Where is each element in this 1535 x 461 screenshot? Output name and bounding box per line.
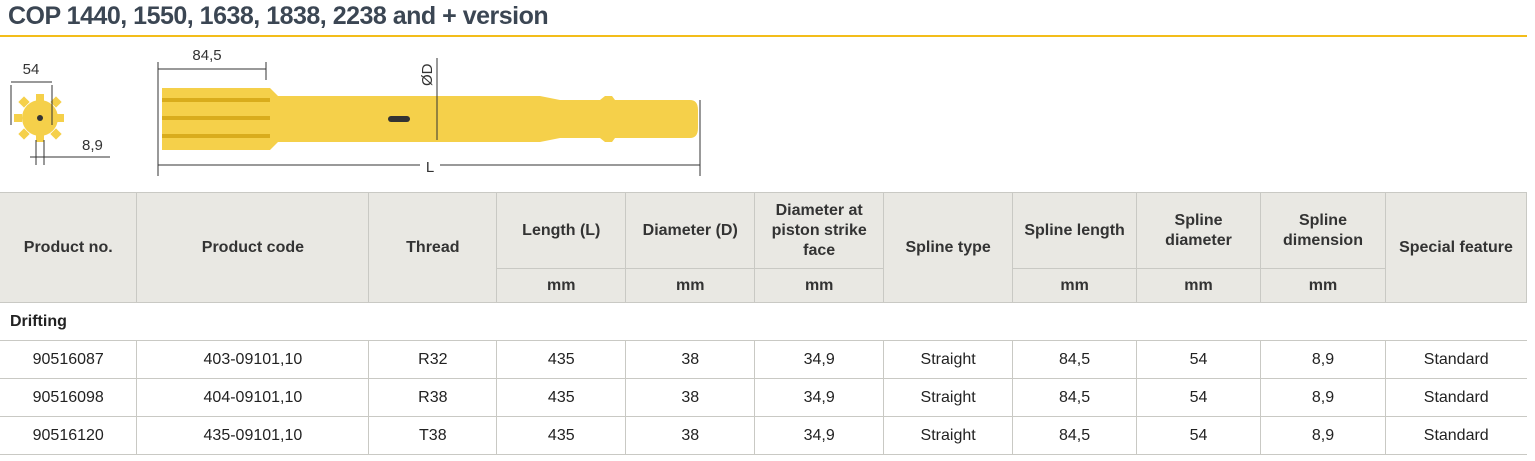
spline-length-label: 84,5: [192, 47, 221, 64]
table-cell: 90516120: [0, 416, 137, 455]
page-title: COP 1440, 1550, 1638, 1838, 2238 and + v…: [8, 2, 549, 30]
table-cell: Straight: [883, 378, 1013, 417]
shank-adapter-drawing: 54 8,9 84,5 ØD L: [10, 47, 701, 176]
table-cell: Straight: [883, 340, 1013, 379]
table-cell: 38: [625, 378, 755, 417]
header-product-no: Product no.: [0, 192, 138, 303]
table-cell: 54: [1136, 378, 1261, 417]
unit: mm: [1136, 268, 1261, 303]
table-cell: Standard: [1384, 378, 1527, 417]
table-cell: 90516087: [0, 340, 137, 379]
table-row: 90516098 404-09101,10 R38 435 38 34,9 Straight…: [0, 378, 1527, 417]
header-product-code: Product code: [136, 192, 370, 303]
header-special-feature: Special feature: [1384, 192, 1528, 303]
table-cell: 8,9: [1260, 378, 1386, 417]
header-spline-diameter: Spline diameter: [1136, 192, 1261, 269]
table-cell: 435: [496, 340, 626, 379]
table-cell: R32: [368, 340, 497, 379]
table-cell: 54: [1136, 340, 1261, 379]
unit: mm: [1012, 268, 1138, 303]
table-cell: 84,5: [1012, 340, 1137, 379]
unit: mm: [496, 268, 627, 303]
table-row: 90516087 403-09101,10 R32 435 38 34,9 Straight…: [0, 340, 1527, 379]
table-cell: 403-09101,10: [136, 340, 369, 379]
table-cell: Standard: [1384, 340, 1527, 379]
table-cell: 435: [496, 416, 626, 455]
header-spline-length: Spline length: [1012, 192, 1138, 269]
unit: mm: [625, 268, 756, 303]
header-spline-type: Spline type: [883, 192, 1014, 303]
side-view: 84,5 ØD L: [157, 47, 701, 176]
header-piston-diameter: Diameter at piston strike face: [754, 192, 885, 269]
unit: mm: [1260, 268, 1386, 303]
table-cell: 84,5: [1012, 378, 1137, 417]
table-cell: R38: [368, 378, 497, 417]
table-row: 90516120 435-09101,10 T38 435 38 34,9 Straight…: [0, 416, 1527, 455]
spline-dimension-label: 8,9: [82, 137, 103, 154]
header-diameter: Diameter (D): [625, 192, 756, 269]
product-table: Product no. Product code Thread Length (…: [0, 192, 1528, 455]
header-length: Length (L): [496, 192, 627, 269]
table-cell: 84,5: [1012, 416, 1137, 455]
table-cell: 34,9: [754, 416, 884, 455]
table-cell: 38: [625, 416, 755, 455]
length-label: L: [426, 159, 434, 176]
spline-diameter-label: 54: [23, 61, 40, 78]
table-cell: T38: [368, 416, 497, 455]
table-cell: 54: [1136, 416, 1261, 455]
table-cell: 34,9: [754, 378, 884, 417]
header-spline-dimension: Spline dimension: [1260, 192, 1386, 269]
header-thread: Thread: [368, 192, 498, 303]
table-cell: 90516098: [0, 378, 137, 417]
title-underline: [0, 35, 1527, 37]
spline-end-view: 54 8,9: [10, 61, 110, 165]
table-cell: Standard: [1384, 416, 1527, 455]
table-cell: 8,9: [1260, 340, 1386, 379]
table-cell: 404-09101,10: [136, 378, 369, 417]
unit: mm: [754, 268, 885, 303]
table-cell: 8,9: [1260, 416, 1386, 455]
table-cell: 34,9: [754, 340, 884, 379]
table-cell: 435: [496, 378, 626, 417]
table-cell: 435-09101,10: [136, 416, 369, 455]
table-cell: Straight: [883, 416, 1013, 455]
diameter-label: ØD: [419, 63, 436, 86]
table-cell: 38: [625, 340, 755, 379]
section-drifting: Drifting: [0, 302, 1527, 341]
